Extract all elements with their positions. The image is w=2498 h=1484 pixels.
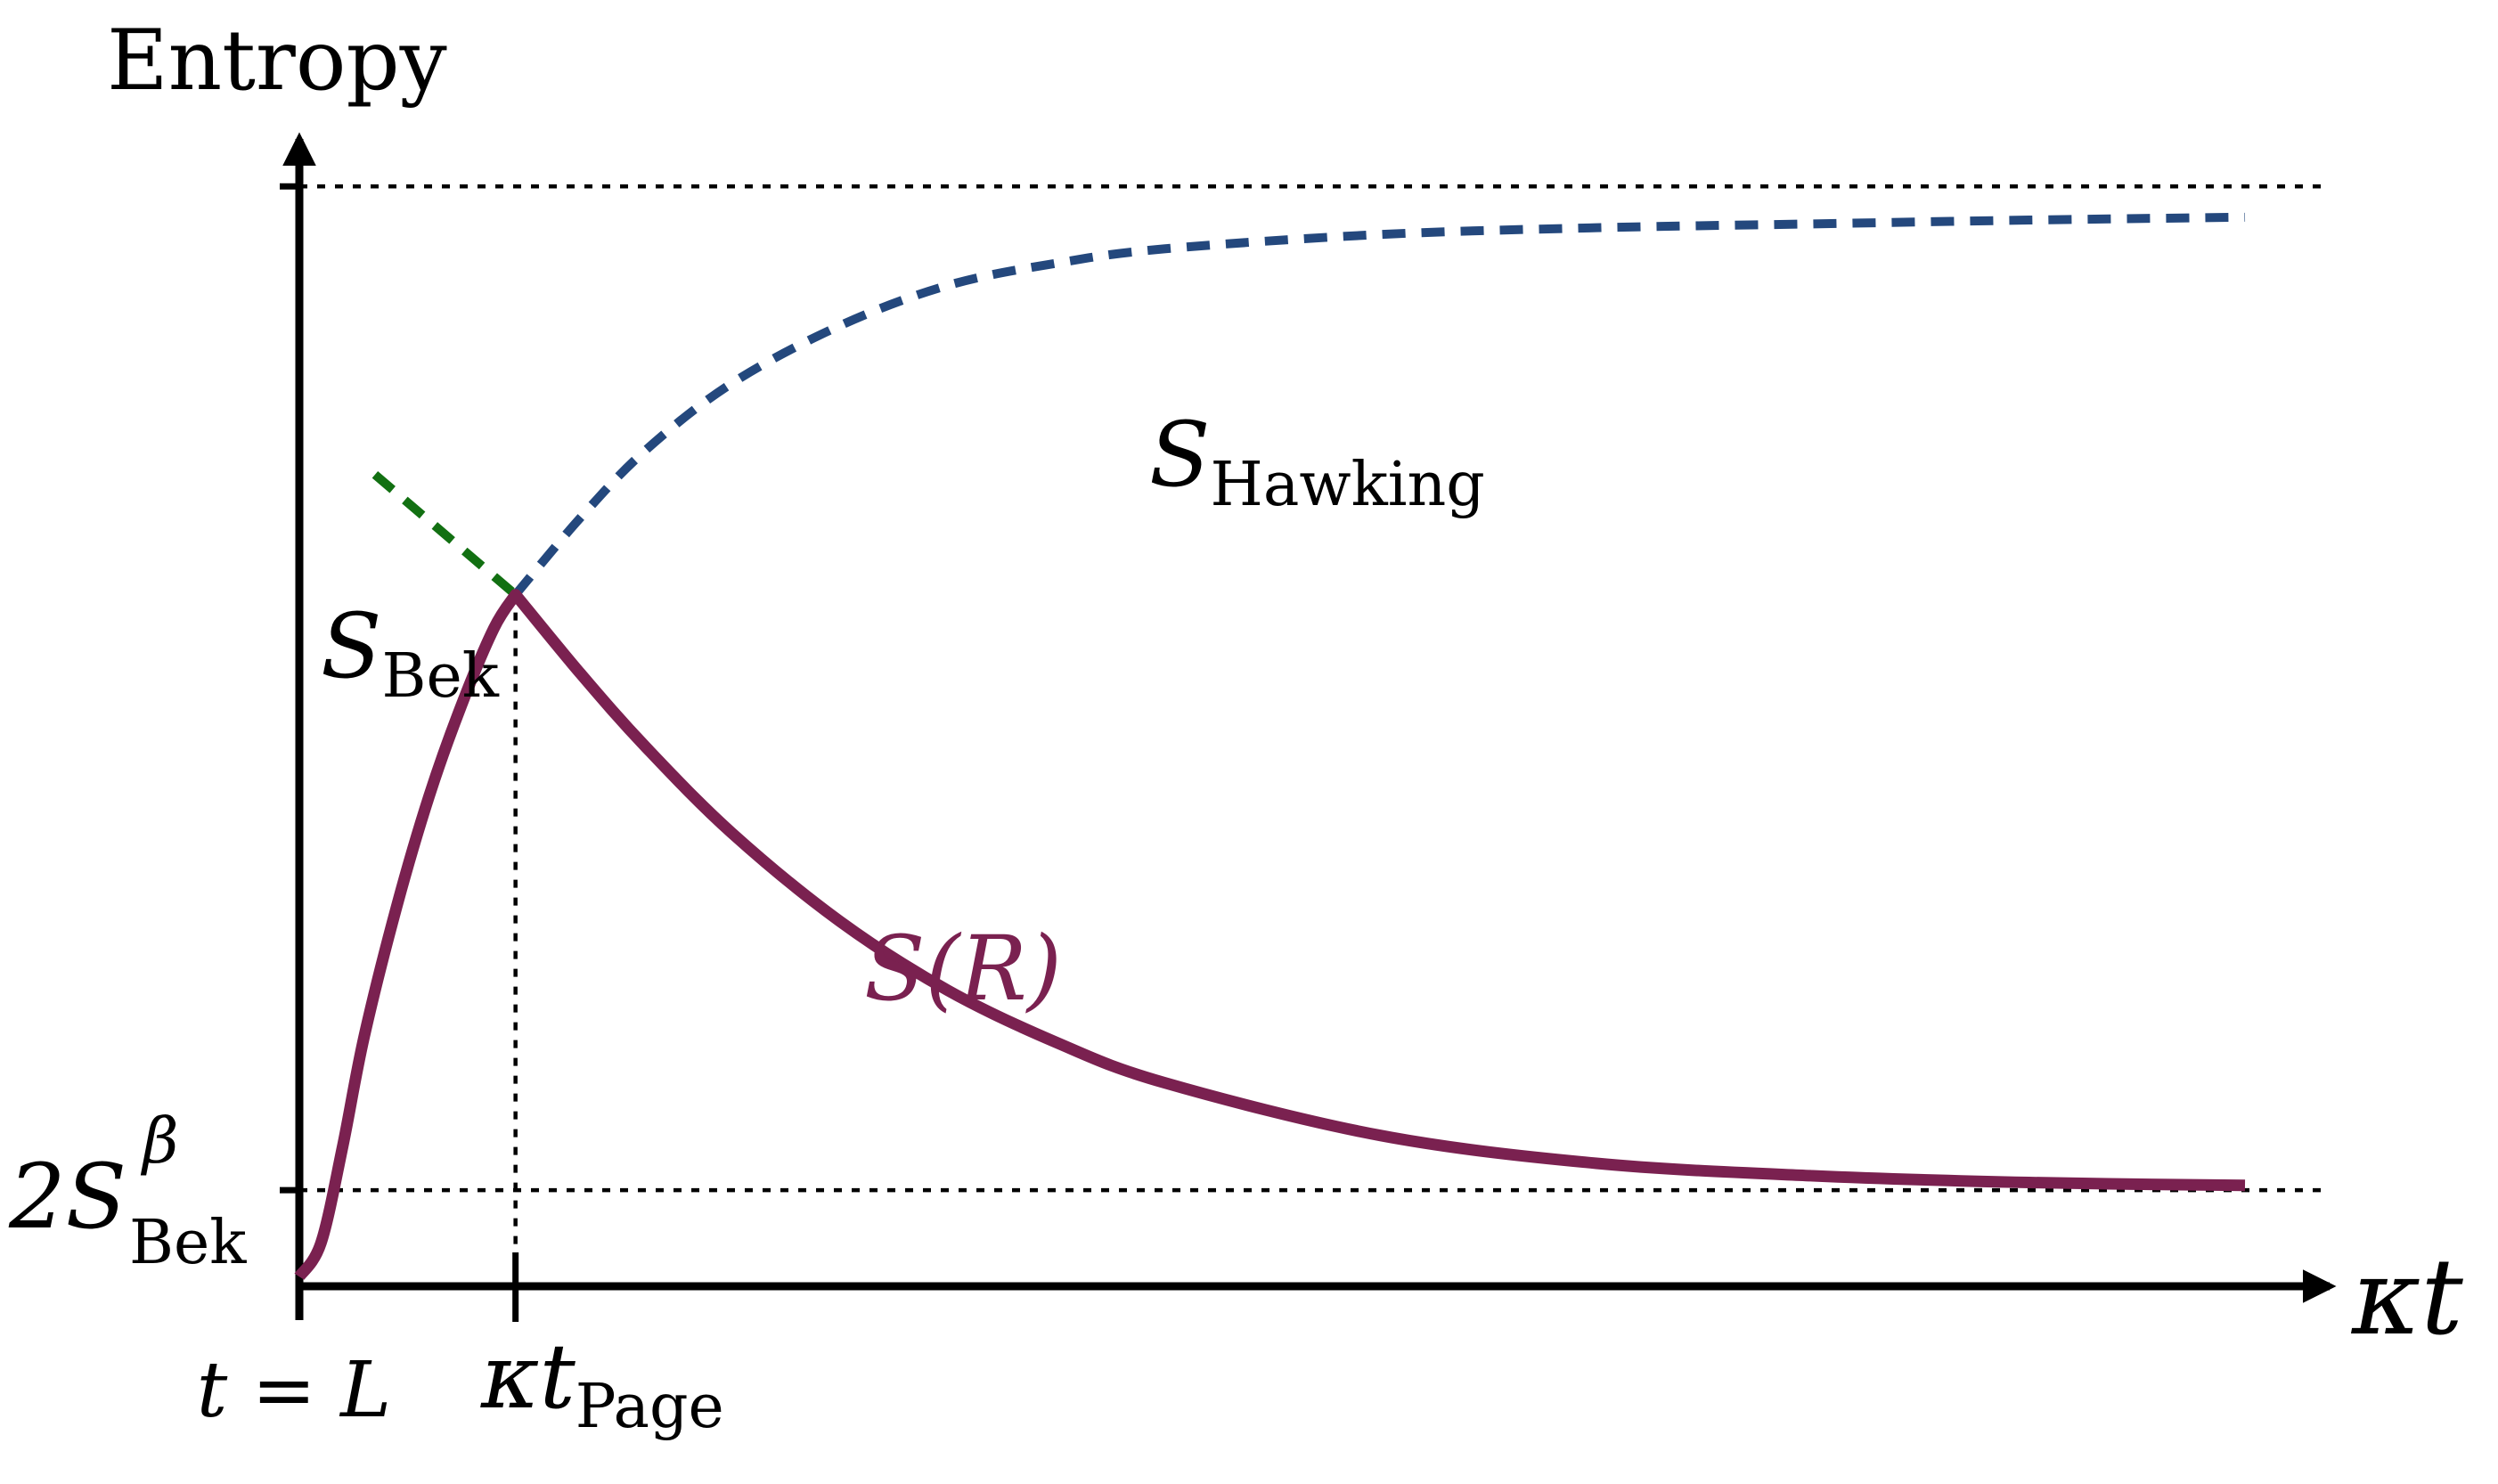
series-label-s-bek: SBek [321, 594, 500, 712]
x-tick-label-page: κtPage [480, 1325, 724, 1442]
y-tick-label-sup: β [140, 1105, 178, 1178]
series-line-s-bek [371, 471, 518, 599]
x-tick-label-page-main: κt [480, 1325, 576, 1429]
x-axis-label: κt [2350, 1235, 2463, 1358]
series-label-s-hawking-sub: Hawking [1211, 450, 1485, 520]
series-label-s-bek-sub: Bek [382, 641, 500, 712]
series-label-s-hawking: SHawking [1149, 403, 1485, 520]
x-tick-label-page-sub: Page [576, 1372, 724, 1442]
series-label-s-r: S(R) [864, 917, 1062, 1021]
series-line-s-hawking [511, 212, 2246, 598]
series-label-s-bek-main: S [321, 594, 382, 698]
x-tick-label-origin: t = L [197, 1346, 391, 1435]
y-tick-label-main: 2S [8, 1145, 127, 1249]
y-tick-label-sub: Bek [129, 1208, 247, 1278]
series-line-s-r [294, 589, 2246, 1281]
y-axis-label: Entropy [107, 12, 447, 110]
series-label-s-hawking-main: S [1149, 403, 1211, 507]
